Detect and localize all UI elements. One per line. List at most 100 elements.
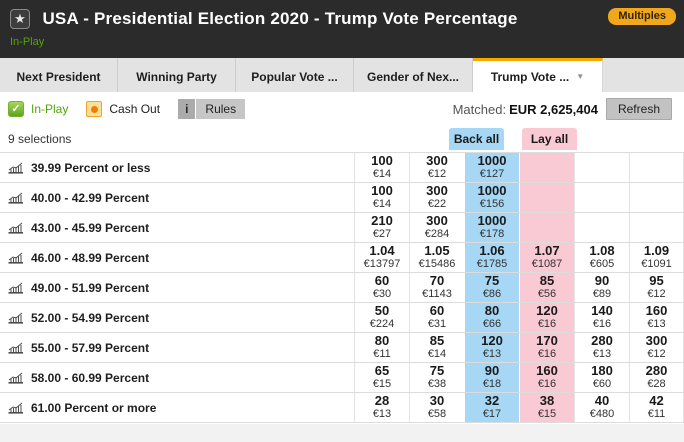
lay-odds-cell[interactable]: 170 €16: [519, 333, 574, 362]
lay-all-button[interactable]: Lay all: [522, 128, 577, 150]
odds-cell[interactable]: 42 €11: [629, 393, 684, 422]
odds-stake: €156: [479, 198, 505, 210]
tab-winning-party[interactable]: Winning Party: [118, 58, 236, 92]
table-row: 55.00 - 57.99 Percent 80 €11 85 €14 120 €13 17…: [0, 333, 684, 363]
back-odds-cell[interactable]: 120 €13: [464, 333, 519, 362]
back-odds-cell[interactable]: 1.06 €1785: [464, 243, 519, 272]
tab-gender-of-next[interactable]: Gender of Nex...: [354, 58, 473, 92]
favorite-star-icon[interactable]: ★: [10, 9, 30, 29]
odds-cell[interactable]: 160 €13: [629, 303, 684, 332]
selection: 46.00 - 48.99 Percent: [0, 243, 354, 272]
odds-cell[interactable]: 90 €89: [574, 273, 629, 302]
lay-odds-cell[interactable]: 160 €16: [519, 363, 574, 392]
tab-trump-vote-active[interactable]: Trump Vote ... ▼: [473, 58, 603, 92]
tab-label: Popular Vote ...: [251, 69, 338, 84]
multiples-button[interactable]: Multiples: [608, 8, 676, 25]
lay-odds-cell[interactable]: 1.07 €1087: [519, 243, 574, 272]
odds-cell[interactable]: 70 €1143: [409, 273, 464, 302]
table-row: 43.00 - 45.99 Percent 210 €27 300 €284 1000 €…: [0, 213, 684, 243]
odds-cell[interactable]: 85 €14: [409, 333, 464, 362]
odds-stake: €1087: [531, 258, 563, 270]
price-chart-icon[interactable]: [8, 282, 24, 294]
odds-cell[interactable]: 280 €28: [629, 363, 684, 392]
odds-price: 75: [429, 363, 445, 378]
back-odds-cell[interactable]: 1000 €156: [464, 183, 519, 212]
odds-cell[interactable]: 100 €14: [354, 153, 409, 182]
odds-cell[interactable]: 1.09 €1091: [629, 243, 684, 272]
table-row: 52.00 - 54.99 Percent 50 €224 60 €31 80 €66 12…: [0, 303, 684, 333]
table-row: 40.00 - 42.99 Percent 100 €14 300 €22 1000 €1…: [0, 183, 684, 213]
odds-cell[interactable]: 30 €58: [409, 393, 464, 422]
price-chart-icon[interactable]: [8, 192, 24, 204]
odds-cell[interactable]: 280 €13: [574, 333, 629, 362]
odds-stake: €13: [482, 348, 502, 360]
odds-cell[interactable]: 300 €12: [629, 333, 684, 362]
odds-cell[interactable]: 300 €284: [409, 213, 464, 242]
inplay-toggle[interactable]: ✓ In-Play: [8, 101, 68, 117]
odds-stake: €89: [592, 288, 612, 300]
price-chart-icon[interactable]: [8, 312, 24, 324]
odds-price: 1.06: [479, 243, 505, 258]
lay-odds-cell[interactable]: 85 €56: [519, 273, 574, 302]
odds-cell[interactable]: 210 €27: [354, 213, 409, 242]
odds-stake: €11: [647, 408, 666, 420]
back-odds-cell[interactable]: 1000 €178: [464, 213, 519, 242]
odds-cell[interactable]: 100 €14: [354, 183, 409, 212]
odds-cell[interactable]: 1.04 €13797: [354, 243, 409, 272]
odds-cell[interactable]: 180 €60: [574, 363, 629, 392]
odds-cell[interactable]: 300 €22: [409, 183, 464, 212]
odds-cell: [574, 183, 629, 212]
odds-cell[interactable]: 28 €13: [354, 393, 409, 422]
odds-cell: [574, 153, 629, 182]
selection-name: 52.00 - 54.99 Percent: [31, 310, 150, 325]
chevron-down-icon[interactable]: ▼: [576, 72, 585, 81]
rules-button[interactable]: i Rules: [178, 99, 246, 119]
odds-cell[interactable]: 50 €224: [354, 303, 409, 332]
odds-cell: [629, 183, 684, 212]
odds-cell[interactable]: 80 €11: [354, 333, 409, 362]
cashout-indicator[interactable]: Cash Out: [86, 101, 160, 117]
odds-price: 95: [649, 273, 664, 288]
selection-name: 61.00 Percent or more: [31, 400, 157, 415]
selection: 49.00 - 51.99 Percent: [0, 273, 354, 302]
back-odds-cell[interactable]: 80 €66: [464, 303, 519, 332]
odds-stake: €22: [427, 198, 447, 210]
price-chart-icon[interactable]: [8, 342, 24, 354]
odds-cell[interactable]: 40 €480: [574, 393, 629, 422]
odds-price: 120: [536, 303, 558, 318]
odds-cell[interactable]: 65 €15: [354, 363, 409, 392]
price-chart-icon[interactable]: [8, 372, 24, 384]
odds-stake: €15486: [418, 258, 456, 270]
odds-cell[interactable]: 140 €16: [574, 303, 629, 332]
odds-price: 85: [429, 333, 445, 348]
odds-stake: €16: [537, 348, 557, 360]
back-odds-cell[interactable]: 75 €86: [464, 273, 519, 302]
market-header-bar: ★ USA - Presidential Election 2020 - Tru…: [0, 0, 684, 58]
odds-stake: €14: [372, 198, 392, 210]
back-odds-cell[interactable]: 1000 €127: [464, 153, 519, 182]
odds-cell[interactable]: 95 €12: [629, 273, 684, 302]
price-chart-icon[interactable]: [8, 252, 24, 264]
tab-popular-vote[interactable]: Popular Vote ...: [236, 58, 354, 92]
odds-cell[interactable]: 60 €30: [354, 273, 409, 302]
odds-cell[interactable]: 75 €38: [409, 363, 464, 392]
price-chart-icon[interactable]: [8, 222, 24, 234]
odds-stake: €178: [479, 228, 505, 240]
odds-stake: €14: [372, 168, 392, 180]
lay-odds-cell[interactable]: 38 €15: [519, 393, 574, 422]
tab-next-president[interactable]: Next President: [0, 58, 118, 92]
odds-cell[interactable]: 1.05 €15486: [409, 243, 464, 272]
odds-price: 38: [539, 393, 555, 408]
price-chart-icon[interactable]: [8, 162, 24, 174]
back-all-button[interactable]: Back all: [449, 128, 504, 150]
odds-price: 1.04: [369, 243, 395, 258]
refresh-button[interactable]: Refresh: [605, 98, 672, 120]
back-odds-cell[interactable]: 90 €18: [464, 363, 519, 392]
back-odds-cell[interactable]: 32 €17: [464, 393, 519, 422]
odds-cell[interactable]: 1.08 €605: [574, 243, 629, 272]
selection-name: 46.00 - 48.99 Percent: [31, 250, 150, 265]
price-chart-icon[interactable]: [8, 402, 24, 414]
odds-cell[interactable]: 300 €12: [409, 153, 464, 182]
odds-cell[interactable]: 60 €31: [409, 303, 464, 332]
lay-odds-cell[interactable]: 120 €16: [519, 303, 574, 332]
